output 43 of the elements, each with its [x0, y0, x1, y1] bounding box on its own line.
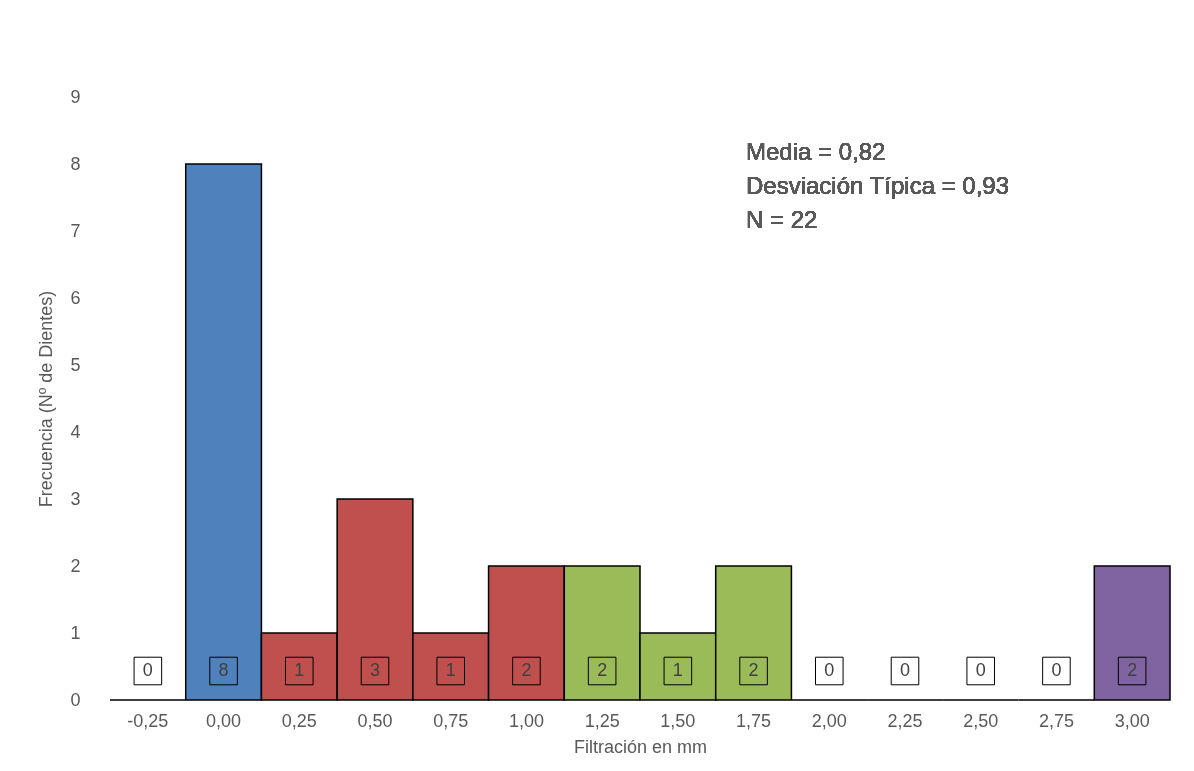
annotation: N = 22	[746, 206, 818, 233]
y-tick-label: 0	[70, 689, 81, 710]
annotation: Media = 0,82	[746, 138, 886, 165]
data-label: 0	[899, 660, 911, 680]
y-tick-label: 3	[70, 488, 81, 509]
x-tick-label: 2,75	[1038, 710, 1074, 731]
data-label: 1	[294, 660, 305, 680]
data-label: 2	[748, 660, 759, 680]
data-label: 2	[597, 660, 608, 680]
x-tick-label: 1,25	[584, 710, 620, 731]
x-tick-label: 0,00	[206, 710, 242, 731]
y-tick-label: 4	[70, 421, 81, 442]
x-tick-label: 0,75	[433, 710, 469, 731]
data-label: 0	[142, 660, 153, 680]
y-tick-label: 7	[70, 220, 81, 241]
x-tick-label: 1,00	[508, 710, 544, 731]
y-tick-label: 9	[70, 86, 81, 107]
annotation: Desviación Típica = 0,93	[746, 172, 1010, 199]
data-label: 2	[521, 660, 532, 680]
data-label: 8	[218, 660, 229, 680]
y-tick-label: 6	[70, 287, 81, 308]
x-tick-label: 2,25	[887, 710, 923, 731]
data-label: 0	[1051, 660, 1062, 680]
x-tick-label: 0,25	[281, 710, 317, 731]
y-tick-label: 5	[70, 354, 81, 375]
x-axis-title: Filtración en mm	[573, 736, 708, 757]
x-tick-label: -0,25	[127, 710, 169, 731]
y-tick-label: 2	[70, 555, 81, 576]
y-axis-title: Frecuencia (Nº de Dientes)	[36, 290, 57, 508]
data-label: 0	[824, 660, 835, 680]
data-label: 1	[445, 660, 456, 680]
x-tick-label: 0,50	[357, 710, 393, 731]
data-label: 3	[369, 660, 381, 680]
x-tick-label: 2,50	[963, 710, 999, 731]
x-tick-label: 1,75	[736, 710, 772, 731]
data-label: 0	[975, 660, 986, 680]
data-label: 2	[1127, 660, 1138, 680]
y-tick-label: 8	[70, 153, 81, 174]
data-label: 1	[672, 660, 683, 680]
x-tick-label: 1,50	[660, 710, 696, 731]
y-tick-label: 1	[70, 622, 81, 643]
x-tick-label: 2,00	[811, 710, 847, 731]
x-tick-label: 3,00	[1114, 710, 1150, 731]
